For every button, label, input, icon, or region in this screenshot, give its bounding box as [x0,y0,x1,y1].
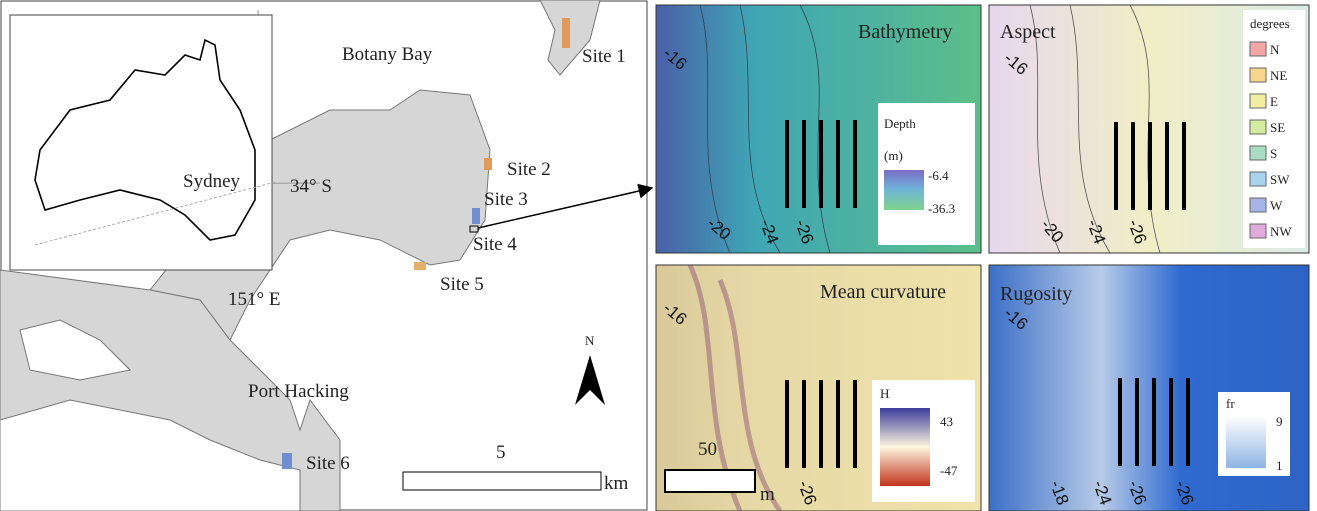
place-label: 151° E [228,289,280,310]
legend-label: N [1270,42,1280,57]
scale-unit: km [604,473,629,494]
site-marker [472,208,480,224]
legend-swatch [1226,416,1266,468]
scale-value: 5 [496,442,506,463]
legend-swatch [1250,146,1266,160]
site-marker [414,262,426,270]
place-label: Port Hacking [248,381,349,402]
scale-bar [665,470,755,492]
site-label: Site 3 [484,189,528,210]
legend-label: 9 [1276,414,1283,429]
scale-unit: m [760,484,775,505]
legend-swatch [1250,224,1266,238]
legend-label: 43 [940,414,953,429]
site-label: Site 6 [306,453,350,474]
site-label: Site 2 [507,159,551,180]
legend-swatch [1250,94,1266,108]
legend-label: NE [1270,68,1287,83]
legend-label: SE [1270,120,1285,135]
place-label: Botany Bay [342,44,433,65]
legend-swatch [1250,172,1266,186]
aspect-panel: Aspect -16 -20 -24 -26 degrees NNEESESSW… [989,5,1309,253]
scale-value: 50 [698,439,717,460]
legend-label: E [1270,94,1278,109]
figure: Botany Bay Sydney 34° S 151° E Port Hack… [0,0,1317,511]
legend-label: W [1270,198,1283,213]
legend-swatch [880,408,930,486]
legend-swatch [1250,198,1266,212]
panel-title: Rugosity [1000,283,1072,305]
curvature-panel: Mean curvature -16 -26 50 m H 43 -47 [656,265,981,511]
legend-swatch [1250,120,1266,134]
legend-unit: (m) [884,148,903,163]
legend-label: -36.3 [928,201,955,216]
legend-title: degrees [1250,16,1290,31]
legend-label: S [1270,146,1277,161]
panel-title: Bathymetry [858,21,952,43]
legend-title: fr [1226,396,1235,411]
legend-swatch [1250,42,1266,56]
place-label: Sydney [183,171,241,192]
site-label: Site 5 [440,274,484,295]
legend-label: 1 [1276,458,1283,473]
legend-label: -47 [940,463,958,478]
legend-title: Depth [884,116,916,131]
panel-title: Mean curvature [820,281,946,303]
site-map: Botany Bay Sydney 34° S 151° E Port Hack… [0,0,652,511]
scale-bar [403,472,601,490]
legend-label: NW [1270,224,1292,239]
legend-label: SW [1270,172,1290,187]
legend-swatch [884,170,924,210]
rugosity-panel: Rugosity -16 -18 -24 -26 -26 fr 9 1 [989,265,1309,511]
legend-swatch [1250,68,1266,82]
site-marker [282,453,292,469]
place-label: 34° S [290,176,332,197]
site-label: Site 1 [582,46,626,67]
site-marker [562,18,570,48]
bathymetry-panel: Bathymetry -16 -20 -24 -26 Depth (m) -6.… [656,5,981,253]
legend-title: H [880,386,889,401]
north-label: N [585,333,595,348]
site-label: Site 4 [473,234,517,255]
panel-title: Aspect [1000,21,1056,43]
site-marker [484,158,492,170]
legend-label: -6.4 [928,168,949,183]
